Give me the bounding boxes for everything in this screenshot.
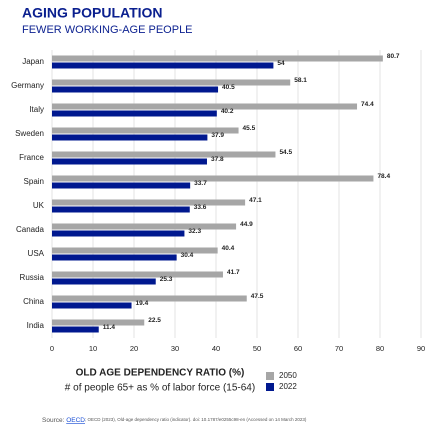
legend-swatch — [266, 383, 274, 391]
value-label: 40.5 — [222, 84, 235, 91]
bar — [52, 182, 191, 189]
bar — [52, 271, 223, 278]
value-label: 44.9 — [240, 221, 253, 228]
value-label: 80.7 — [387, 53, 400, 60]
y-tick-label: Sweden — [15, 129, 44, 138]
value-label: 47.5 — [251, 293, 264, 300]
value-label: 47.1 — [249, 197, 262, 204]
x-tick-label: 40 — [212, 344, 220, 353]
bar — [52, 127, 239, 134]
y-tick-label: Canada — [16, 225, 45, 234]
x-tick-label: 60 — [294, 344, 302, 353]
y-tick-label: Germany — [11, 81, 44, 90]
y-tick-label: Italy — [29, 105, 44, 114]
value-label: 22.5 — [148, 317, 161, 324]
bar — [52, 55, 383, 62]
value-label: 33.6 — [194, 204, 207, 211]
chart-title: AGING POPULATION — [22, 5, 163, 21]
bar — [52, 206, 190, 213]
legend-label: 2022 — [279, 382, 297, 391]
bar — [52, 79, 291, 86]
bar — [52, 110, 217, 117]
bar — [52, 319, 145, 326]
x-tick-label: 50 — [253, 344, 261, 353]
y-tick-label: Russia — [20, 273, 45, 282]
value-label: 37.8 — [211, 156, 224, 163]
axis-subtitle: # of people 65+ as % of labor force (15-… — [65, 383, 255, 394]
value-label: 74.4 — [361, 101, 374, 108]
x-tick-label: 10 — [89, 344, 97, 353]
value-label: 37.9 — [211, 132, 224, 139]
value-label: 41.7 — [227, 269, 240, 276]
bar — [52, 278, 156, 285]
source-link[interactable]: OECD — [66, 417, 85, 424]
value-label: 11.4 — [103, 324, 116, 331]
bar — [52, 151, 276, 158]
bar — [52, 175, 374, 182]
bar — [52, 199, 246, 206]
value-label: 54.5 — [279, 149, 292, 156]
bar — [52, 86, 219, 93]
value-label: 40.4 — [222, 245, 235, 252]
y-tick-label: Spain — [24, 177, 44, 186]
chart-subtitle: FEWER WORKING-AGE PEOPLE — [22, 24, 193, 36]
value-label: 40.2 — [221, 108, 234, 115]
x-tick-label: 20 — [130, 344, 138, 353]
x-tick-label: 70 — [335, 344, 343, 353]
y-tick-label: China — [23, 297, 44, 306]
source-note: ; OECD (2023), Old-age dependency ratio … — [85, 417, 307, 422]
value-label: 54 — [277, 60, 285, 67]
x-tick-label: 30 — [171, 344, 179, 353]
value-label: 30.4 — [181, 252, 194, 259]
x-tick-label: 90 — [417, 344, 425, 353]
bar — [52, 295, 247, 302]
bar — [52, 254, 177, 261]
bar — [52, 158, 207, 165]
value-label: 32.3 — [188, 228, 201, 235]
legend-label: 2050 — [279, 371, 297, 380]
source: Source: OECD; OECD (2023), Old-age depen… — [42, 417, 307, 424]
bar — [52, 247, 218, 254]
source-label: Source: — [42, 417, 65, 424]
y-tick-label: Japan — [22, 57, 44, 66]
y-tick-label: UK — [33, 201, 45, 210]
y-tick-label: France — [19, 153, 44, 162]
bar — [52, 326, 99, 333]
value-label: 19.4 — [136, 300, 149, 307]
x-tick-label: 80 — [376, 344, 384, 353]
bar — [52, 62, 274, 69]
bar — [52, 230, 185, 237]
y-tick-label: USA — [28, 249, 45, 258]
bar — [52, 103, 358, 110]
bar — [52, 223, 237, 230]
x-tick-label: 0 — [50, 344, 54, 353]
value-label: 33.7 — [194, 180, 207, 187]
y-tick-label: India — [27, 321, 45, 330]
bar — [52, 134, 208, 141]
value-label: 25.3 — [160, 276, 173, 283]
value-label: 78.4 — [377, 173, 390, 180]
bar — [52, 302, 132, 309]
axis-title: OLD AGE DEPENDENCY RATIO (%) — [76, 368, 245, 379]
value-label: 45.5 — [243, 125, 256, 132]
value-label: 58.1 — [294, 77, 307, 84]
legend-swatch — [266, 372, 274, 380]
